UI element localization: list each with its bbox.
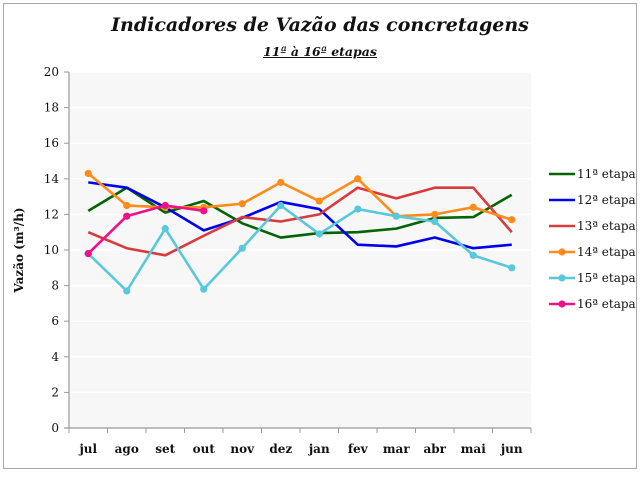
data-point <box>123 201 131 210</box>
x-tick-label: nov <box>230 442 255 456</box>
legend-item: 14ª etapa <box>549 245 636 259</box>
y-axis-label: Vazão (m³/h) <box>12 207 26 293</box>
x-tick-label: set <box>155 442 175 456</box>
data-point <box>469 251 477 259</box>
y-tick-label: 20 <box>44 65 59 79</box>
y-tick-label: 10 <box>44 243 59 257</box>
x-tick-label: jun <box>500 442 523 456</box>
data-point <box>315 230 323 238</box>
data-point <box>84 169 92 178</box>
series-line <box>87 204 513 293</box>
data-point <box>508 264 516 272</box>
data-point <box>508 216 516 224</box>
y-tick-label: 14 <box>44 172 60 186</box>
data-point <box>354 175 362 183</box>
series-line <box>88 181 512 250</box>
legend-label: 16ª etapa <box>577 297 636 311</box>
legend-item: 12ª etapa <box>549 193 636 207</box>
x-tick-label: mar <box>383 442 410 456</box>
series-line <box>87 204 204 255</box>
legend-item: 13ª etapa <box>549 219 636 233</box>
data-point <box>354 205 362 213</box>
data-point <box>161 225 169 233</box>
legend-item: 15ª etapa <box>549 271 636 285</box>
data-point <box>392 212 400 220</box>
data-point <box>238 244 246 252</box>
gridlines <box>69 71 531 394</box>
y-tick-label: 2 <box>51 385 59 399</box>
series-12 <box>88 181 512 250</box>
legend-marker <box>558 248 566 256</box>
series-13 <box>87 186 513 257</box>
data-point <box>277 178 285 186</box>
data-point <box>200 207 208 215</box>
y-tick-label: 6 <box>51 314 59 328</box>
x-tick-label: out <box>193 442 216 456</box>
legend-marker <box>558 274 566 282</box>
y-tick-label: 12 <box>44 207 59 221</box>
y-tick-label: 0 <box>51 421 59 435</box>
legend-item: 11ª etapa <box>549 167 636 181</box>
series-16 <box>84 201 208 258</box>
data-point <box>469 203 477 211</box>
legend-item: 16ª etapa <box>549 297 636 311</box>
data-point <box>123 212 131 220</box>
legend: 11ª etapa 12ª etapa 13ª etapa 14ª etapa 15ª … <box>549 167 636 311</box>
x-tick-label: jul <box>78 442 97 456</box>
y-tick-label: 16 <box>44 136 59 150</box>
data-point <box>431 217 439 226</box>
legend-label: 12ª etapa <box>577 193 636 207</box>
x-tick-label: fev <box>348 442 369 456</box>
data-point <box>200 285 208 293</box>
chart-title: Indicadores de Vazão das concretagens <box>111 14 529 36</box>
series-group <box>84 169 516 295</box>
x-tick-label: jan <box>308 442 330 456</box>
data-point <box>277 201 285 210</box>
x-tick-label: ago <box>115 442 139 456</box>
data-point <box>315 197 323 205</box>
data-point <box>238 200 246 208</box>
legend-label: 15ª etapa <box>577 271 636 285</box>
y-tick-label: 4 <box>51 350 59 364</box>
data-point <box>431 210 439 218</box>
y-tick-label: 18 <box>44 101 59 115</box>
axes: 0 2 4 6 8 10 12 14 16 18 20 jul ago set out nov dez jan fe… <box>44 65 532 456</box>
data-point <box>84 249 92 258</box>
series-line <box>87 186 513 257</box>
y-tick-label: 8 <box>51 279 59 293</box>
chart-subtitle: 11ª à 16ª etapas <box>263 44 377 59</box>
legend-label: 11ª etapa <box>577 167 636 181</box>
legend-marker <box>558 300 566 308</box>
data-point <box>161 201 169 210</box>
legend-label: 14ª etapa <box>577 245 636 259</box>
data-point <box>123 287 131 295</box>
x-tick-label: abr <box>424 442 447 456</box>
x-tick-label: dez <box>269 442 292 456</box>
x-tick-label: mai <box>461 442 486 456</box>
legend-label: 13ª etapa <box>577 219 636 233</box>
